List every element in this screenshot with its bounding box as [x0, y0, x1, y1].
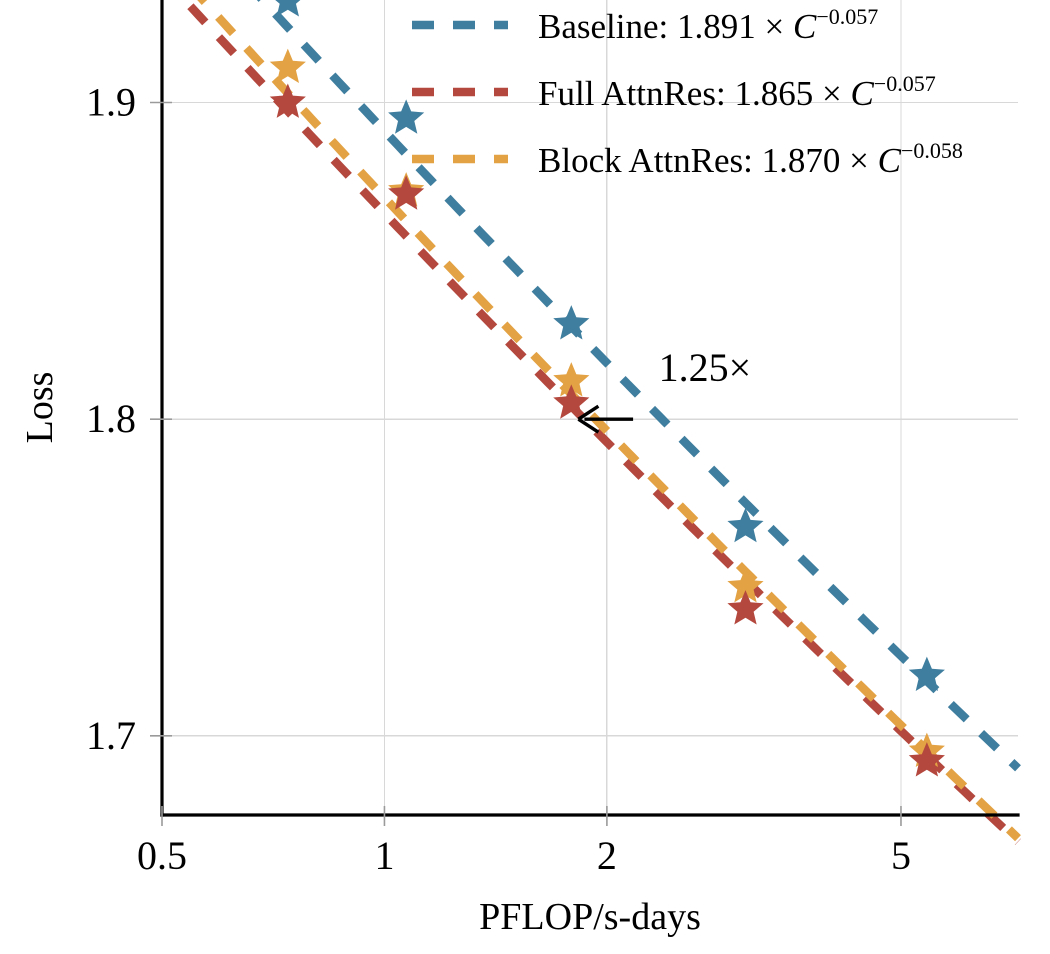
legend-exponent: −0.058: [901, 138, 963, 163]
legend-times-symbol: ×: [822, 74, 851, 113]
data-point-marker: [908, 656, 945, 692]
gridlines-group: [162, 0, 1018, 815]
legend-exponent: −0.057: [874, 71, 936, 96]
axes-group: [160, 0, 1020, 817]
data-point-marker: [727, 507, 764, 543]
fit-line-full-attnres: [178, 0, 1021, 845]
legend-times-symbol: ×: [765, 7, 794, 46]
data-point-marker: [388, 175, 425, 210]
legend-variable: C: [878, 141, 902, 180]
data-point-marker: [727, 590, 764, 625]
legend-series-name: Baseline:: [538, 7, 677, 46]
tick-labels-group: 0.5 1 2 5 1.9 1.8 1.7: [86, 80, 911, 879]
data-point-marker: [275, 0, 301, 17]
legend-series-name: Full AttnRes:: [538, 74, 734, 113]
x-axis-title: PFLOP/s-days: [479, 896, 701, 938]
data-markers-group: [269, 0, 945, 777]
legend-label: Full AttnRes: 1.865 × C−0.057: [538, 71, 936, 113]
data-point-marker: [553, 384, 590, 419]
x-tick-label: 2: [597, 833, 617, 878]
fit-lines-group: [178, 0, 1021, 845]
legend-variable: C: [793, 7, 817, 46]
data-point-marker: [553, 362, 590, 397]
legend-coefficient: 1.865: [734, 74, 822, 113]
legend-item-full-attnres[interactable]: Full AttnRes: 1.865 × C−0.057: [412, 71, 936, 113]
y-tick-label: 1.8: [86, 396, 136, 441]
data-point-marker: [553, 305, 590, 340]
data-point-marker: [727, 568, 764, 603]
fit-line-block-attnres: [197, 0, 1021, 842]
speedup-arrow-head: [577, 404, 600, 434]
legend-item-block-attnres[interactable]: Block AttnRes: 1.870 × C−0.058: [412, 138, 963, 180]
x-tick-label: 1: [374, 833, 394, 878]
legend-series-name: Block AttnRes:: [538, 141, 762, 180]
data-point-marker: [269, 48, 306, 84]
y-tick-label: 1.7: [86, 713, 136, 758]
legend-coefficient: 1.870: [762, 141, 850, 180]
data-point-marker: [908, 742, 945, 777]
data-point-marker: [269, 83, 306, 118]
y-tick-label: 1.9: [86, 80, 136, 125]
x-tick-label: 0.5: [137, 833, 187, 878]
x-tick-label: 5: [891, 833, 911, 878]
legend-label: Block AttnRes: 1.870 × C−0.058: [538, 138, 963, 180]
legend-label: Baseline: 1.891 × C−0.057: [538, 4, 878, 46]
legend-exponent: −0.057: [816, 4, 878, 29]
data-point-marker: [388, 99, 425, 134]
legend-item-baseline[interactable]: Baseline: 1.891 × C−0.057: [412, 4, 878, 46]
tick-marks-group: [150, 101, 902, 826]
annotations-group: 1.25×: [577, 345, 752, 434]
y-axis-title: Loss: [19, 372, 61, 444]
legend-times-symbol: ×: [849, 141, 878, 180]
fit-line-baseline: [256, 0, 1021, 772]
speedup-annotation-label: 1.25×: [659, 345, 752, 390]
legend-variable: C: [850, 74, 874, 113]
legend-coefficient: 1.891: [677, 7, 765, 46]
